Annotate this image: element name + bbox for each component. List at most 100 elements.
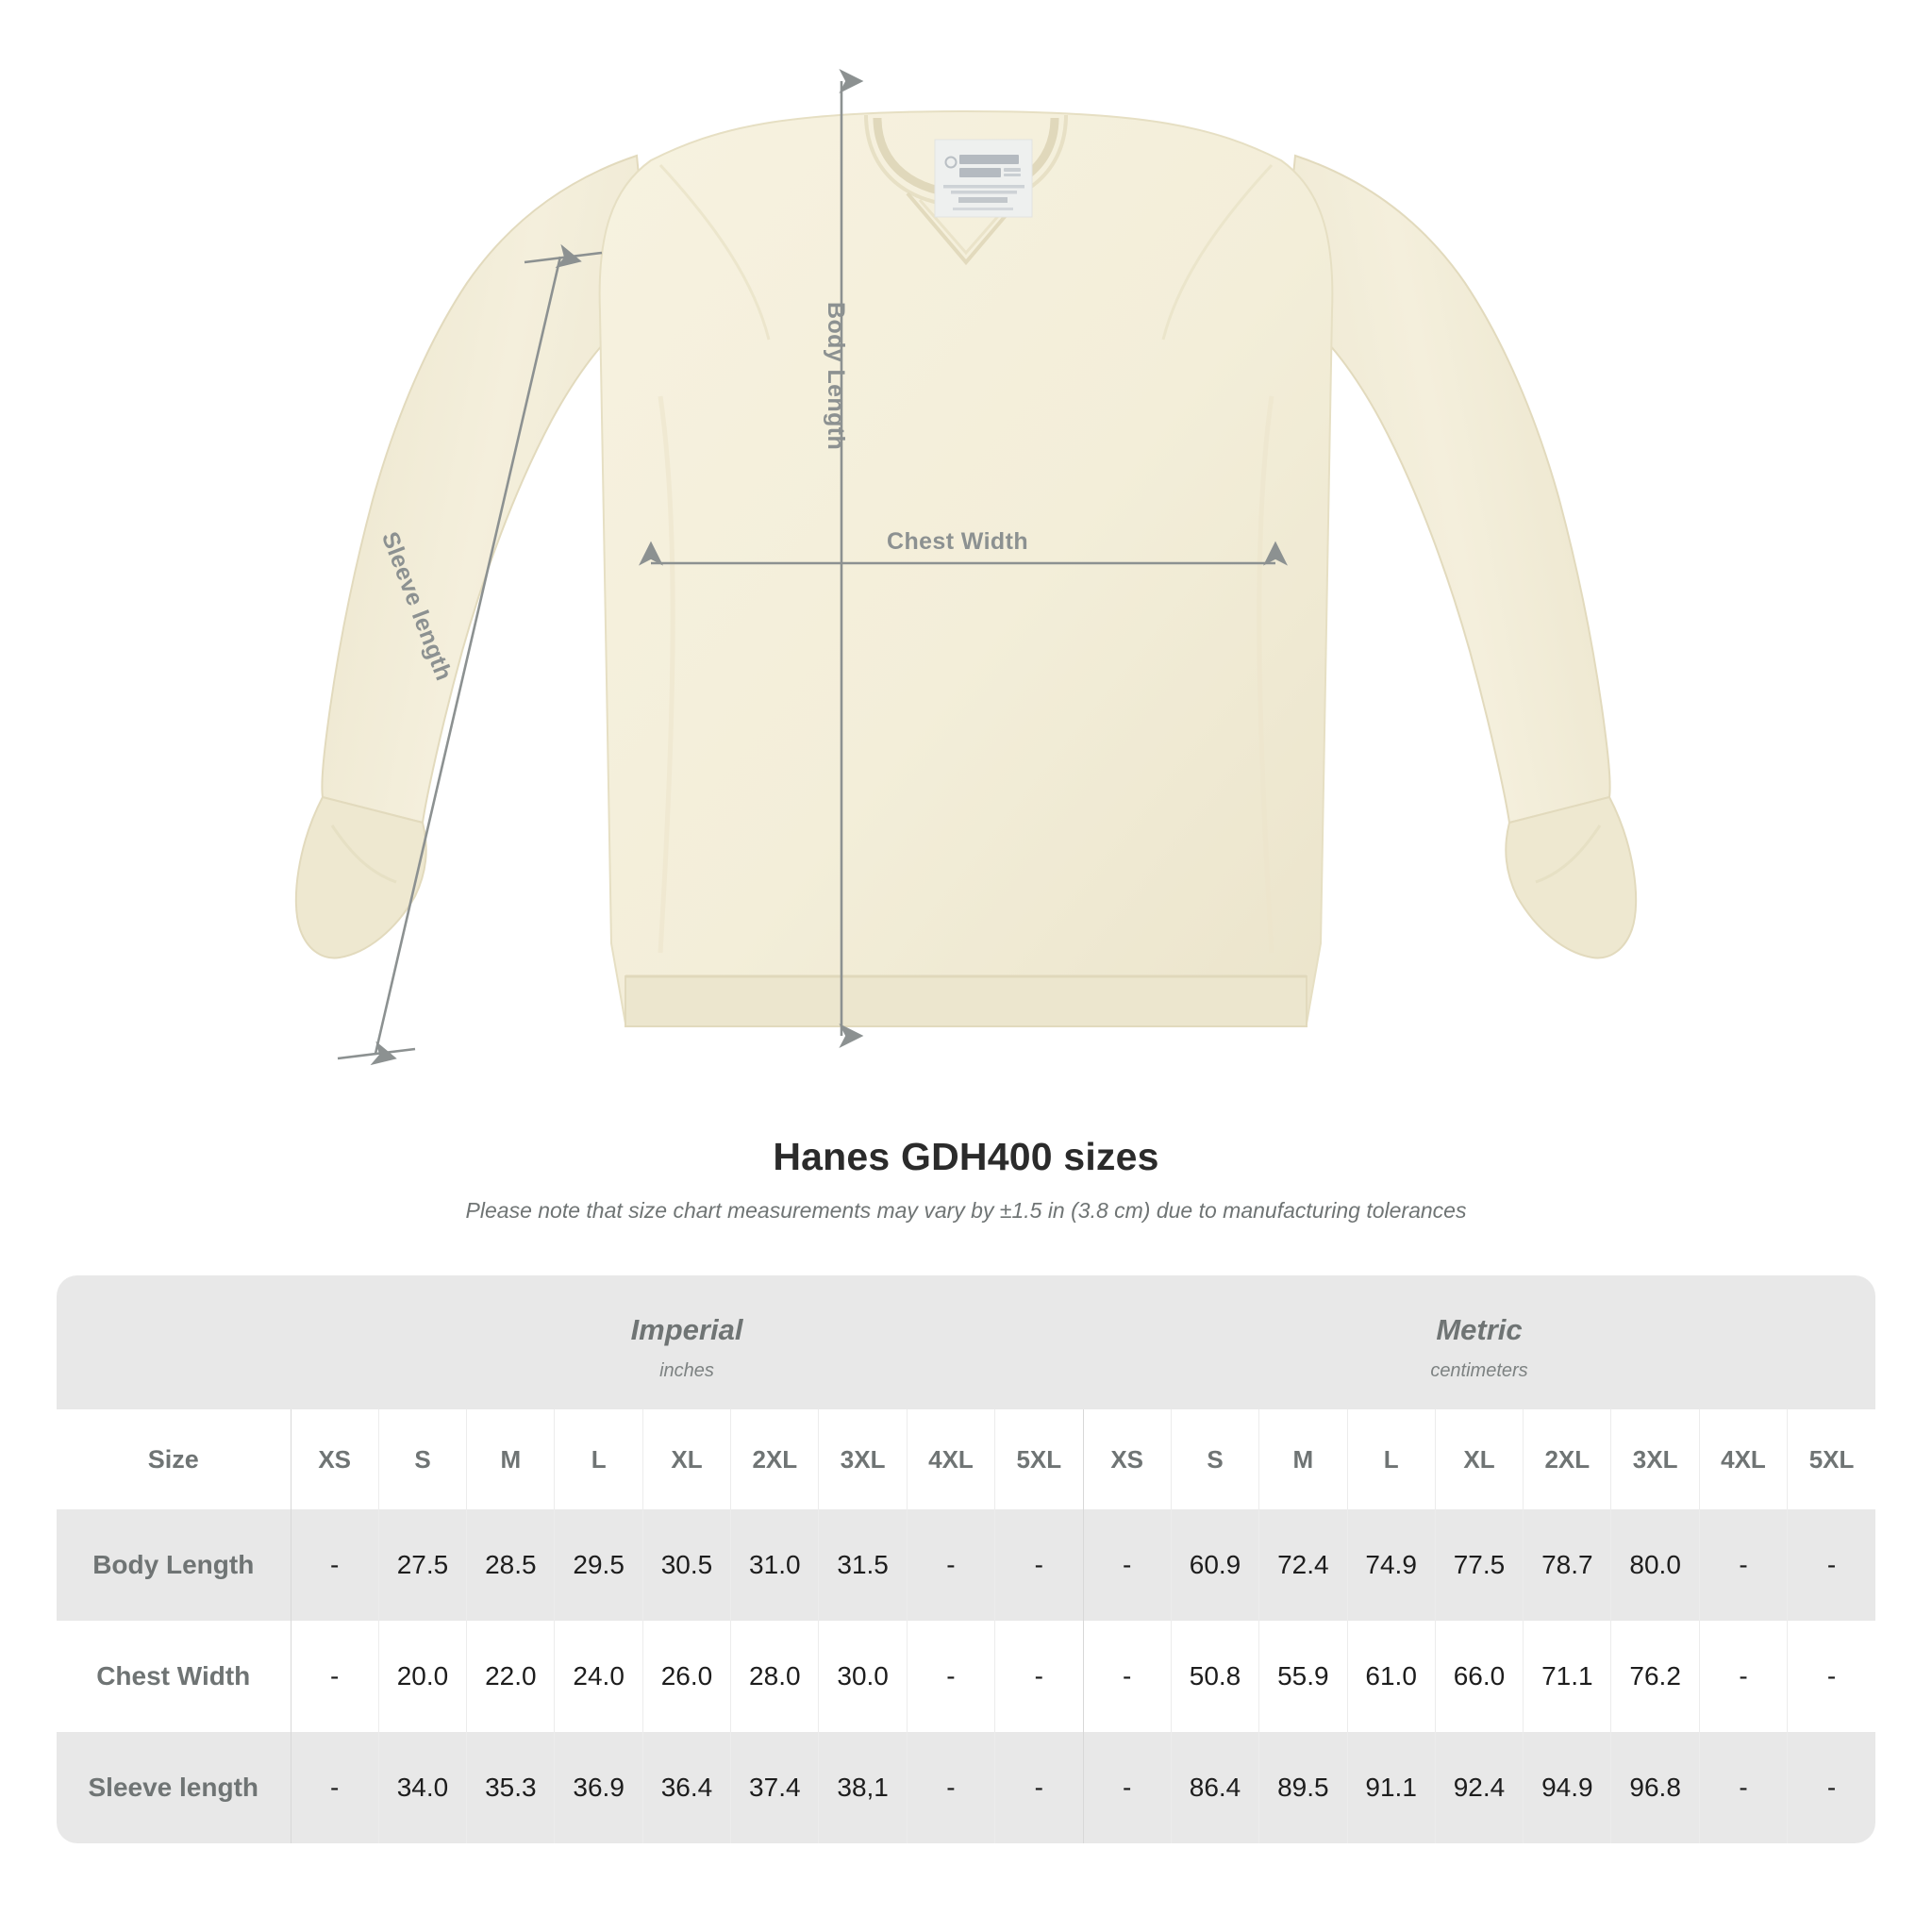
measurement-cell: - bbox=[907, 1509, 996, 1621]
sweatshirt-diagram bbox=[294, 69, 1638, 1066]
measurement-cell: 55.9 bbox=[1258, 1621, 1348, 1732]
measurement-label-body-length: Body Length bbox=[57, 1509, 291, 1621]
measurement-cell: 27.5 bbox=[378, 1509, 468, 1621]
measurement-cell: 35.3 bbox=[466, 1732, 556, 1843]
measurement-cell: - bbox=[1787, 1509, 1875, 1621]
size-header-imperial-m: M bbox=[466, 1409, 556, 1509]
measurement-cell: 61.0 bbox=[1347, 1621, 1436, 1732]
measurement-cell: 36.4 bbox=[642, 1732, 732, 1843]
measurement-cell: 30.0 bbox=[818, 1621, 908, 1732]
measurement-cell: 26.0 bbox=[642, 1621, 732, 1732]
measurement-cell: 71.1 bbox=[1523, 1621, 1612, 1732]
size-header-imperial-xs: XS bbox=[291, 1409, 379, 1509]
measurement-cell: 94.9 bbox=[1523, 1732, 1612, 1843]
size-header-imperial-3xl: 3XL bbox=[818, 1409, 908, 1509]
measurement-cell: 34.0 bbox=[378, 1732, 468, 1843]
neck-tag-icon bbox=[934, 139, 1033, 218]
measurement-cell: 86.4 bbox=[1171, 1732, 1260, 1843]
measurement-cell: 91.1 bbox=[1347, 1732, 1436, 1843]
unit-name-metric: Metric bbox=[1436, 1313, 1523, 1347]
measurement-cell: - bbox=[907, 1621, 996, 1732]
measurement-cell: 31.5 bbox=[818, 1509, 908, 1621]
measurement-cell: 38,1 bbox=[818, 1732, 908, 1843]
measurement-cell: 72.4 bbox=[1258, 1509, 1348, 1621]
dimension-lines bbox=[337, 69, 1288, 1066]
measurement-cell: - bbox=[907, 1732, 996, 1843]
garment-illustration: Body Length Chest Width Sleeve length bbox=[294, 69, 1638, 1066]
measurement-cell: 89.5 bbox=[1258, 1732, 1348, 1843]
measurement-cell: 80.0 bbox=[1610, 1509, 1700, 1621]
size-table-container: Imperial inches Metric centimeters Size XS S M L… bbox=[57, 1275, 1875, 1843]
table-row: Body Length -27.5 28.5 29.5 30.5 31.0 31.5- - -6… bbox=[57, 1509, 1875, 1621]
measurement-cell: - bbox=[994, 1732, 1084, 1843]
size-header-metric-5xl: 5XL bbox=[1787, 1409, 1875, 1509]
measurement-cell: 20.0 bbox=[378, 1621, 468, 1732]
measurement-cell: - bbox=[1699, 1509, 1789, 1621]
measurement-cell: 96.8 bbox=[1610, 1732, 1700, 1843]
measurement-cell: 36.9 bbox=[554, 1732, 643, 1843]
measurement-cell: - bbox=[1787, 1621, 1875, 1732]
unit-sub-imperial: inches bbox=[659, 1359, 714, 1381]
size-header-metric-xs: XS bbox=[1083, 1409, 1172, 1509]
measurement-cell: 74.9 bbox=[1347, 1509, 1436, 1621]
measurement-cell: - bbox=[1083, 1509, 1172, 1621]
measurement-label-chest-width: Chest Width bbox=[57, 1621, 291, 1732]
table-row: Sleeve length -34.0 35.3 36.9 36.4 37.4 38,1- -… bbox=[57, 1732, 1875, 1843]
measurement-cell: - bbox=[291, 1732, 379, 1843]
measurement-cell: 66.0 bbox=[1435, 1621, 1524, 1732]
size-header-row: Size XS S M L XL 2XL 3XL 4XL 5XL XS S M L XL 2XL 3XL 4XL 5… bbox=[57, 1409, 1875, 1509]
body-length-label: Body Length bbox=[823, 302, 849, 451]
measurement-cell: 92.4 bbox=[1435, 1732, 1524, 1843]
measurement-cell: - bbox=[291, 1621, 379, 1732]
size-header-metric-2xl: 2XL bbox=[1523, 1409, 1612, 1509]
measurement-cell: 78.7 bbox=[1523, 1509, 1612, 1621]
unit-banner-spacer bbox=[57, 1275, 291, 1409]
measurement-label-sleeve-length: Sleeve length bbox=[57, 1732, 291, 1843]
measurement-cell: 76.2 bbox=[1610, 1621, 1700, 1732]
unit-sub-metric: centimeters bbox=[1430, 1359, 1528, 1381]
size-header-metric-4xl: 4XL bbox=[1699, 1409, 1789, 1509]
size-header-imperial-l: L bbox=[554, 1409, 643, 1509]
unit-banner-imperial: Imperial inches bbox=[291, 1275, 1084, 1409]
unit-name-imperial: Imperial bbox=[630, 1313, 743, 1347]
size-header-imperial-s: S bbox=[378, 1409, 468, 1509]
title-block: Hanes GDH400 sizes Please note that size… bbox=[0, 1135, 1932, 1224]
measurement-cell: - bbox=[1083, 1621, 1172, 1732]
size-column-header: Size bbox=[57, 1409, 291, 1509]
measurement-cell: - bbox=[291, 1509, 379, 1621]
size-table: Imperial inches Metric centimeters Size XS S M L… bbox=[57, 1275, 1875, 1843]
measurement-cell: 30.5 bbox=[642, 1509, 732, 1621]
measurement-cell: 77.5 bbox=[1435, 1509, 1524, 1621]
size-header-imperial-xl: XL bbox=[642, 1409, 732, 1509]
measurement-cell: 24.0 bbox=[554, 1621, 643, 1732]
size-header-metric-xl: XL bbox=[1435, 1409, 1524, 1509]
measurement-cell: - bbox=[1699, 1621, 1789, 1732]
unit-banner-row: Imperial inches Metric centimeters bbox=[57, 1275, 1875, 1409]
size-header-metric-m: M bbox=[1258, 1409, 1348, 1509]
size-header-metric-s: S bbox=[1171, 1409, 1260, 1509]
table-row: Chest Width -20.0 22.0 24.0 26.0 28.0 30.0- - -5… bbox=[57, 1621, 1875, 1732]
size-header-metric-l: L bbox=[1347, 1409, 1436, 1509]
measurement-cell: - bbox=[994, 1509, 1084, 1621]
measurement-cell: 29.5 bbox=[554, 1509, 643, 1621]
tolerance-note: Please note that size chart measurements… bbox=[465, 1198, 1467, 1223]
size-header-imperial-2xl: 2XL bbox=[730, 1409, 820, 1509]
chest-width-label: Chest Width bbox=[887, 528, 1028, 555]
measurement-cell: 22.0 bbox=[466, 1621, 556, 1732]
sweatshirt-shape bbox=[294, 109, 1638, 1027]
measurement-cell: - bbox=[1787, 1732, 1875, 1843]
size-header-imperial-4xl: 4XL bbox=[907, 1409, 996, 1509]
unit-banner-metric: Metric centimeters bbox=[1083, 1275, 1875, 1409]
measurement-cell: - bbox=[994, 1621, 1084, 1732]
measurement-cell: - bbox=[1699, 1732, 1789, 1843]
measurement-cell: 37.4 bbox=[730, 1732, 820, 1843]
measurement-cell: 31.0 bbox=[730, 1509, 820, 1621]
measurement-cell: 50.8 bbox=[1171, 1621, 1260, 1732]
measurement-cell: 28.0 bbox=[730, 1621, 820, 1732]
sleeve-length-dimension-line bbox=[370, 243, 582, 1066]
size-header-imperial-5xl: 5XL bbox=[994, 1409, 1084, 1509]
size-header-metric-3xl: 3XL bbox=[1610, 1409, 1700, 1509]
measurement-cell: 60.9 bbox=[1171, 1509, 1260, 1621]
page-title: Hanes GDH400 sizes bbox=[773, 1135, 1159, 1178]
